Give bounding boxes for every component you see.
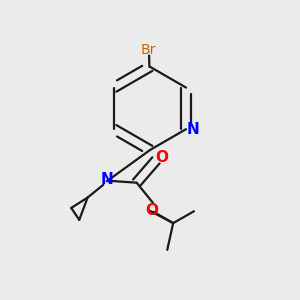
Text: N: N: [187, 122, 200, 137]
Text: O: O: [146, 203, 159, 218]
Text: N: N: [100, 172, 113, 187]
Text: O: O: [155, 150, 168, 165]
Text: Br: Br: [141, 44, 156, 57]
